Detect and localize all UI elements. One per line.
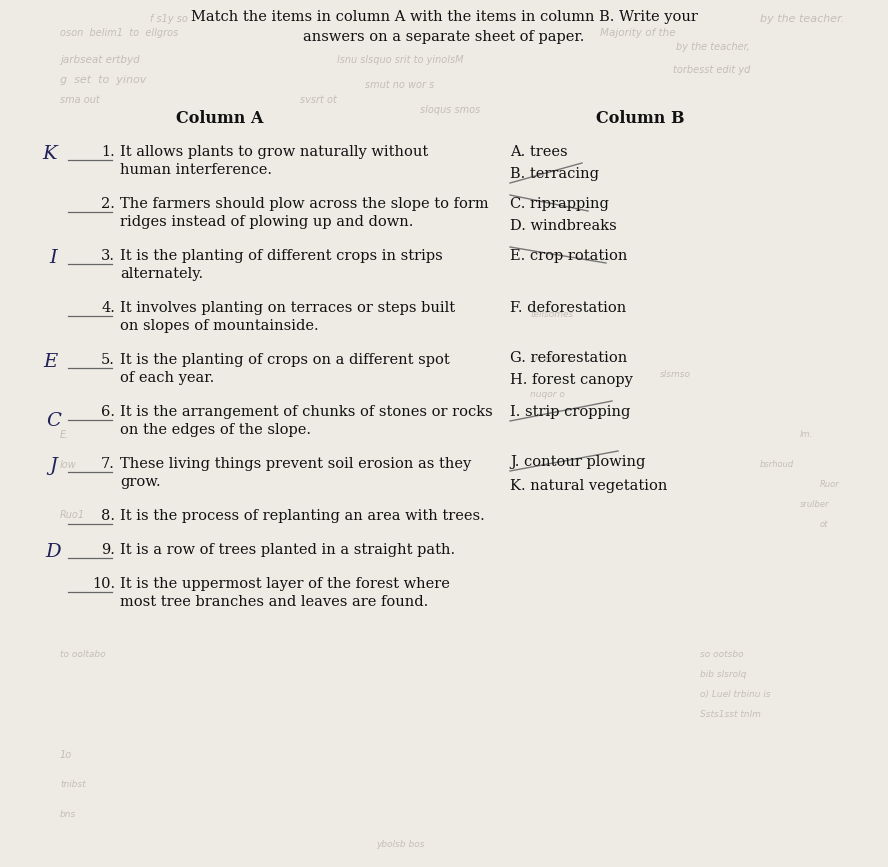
Text: It is a row of trees planted in a straight path.: It is a row of trees planted in a straig… <box>120 543 456 557</box>
Text: 3.: 3. <box>101 249 115 263</box>
Text: g  set  to  yinov: g set to yinov <box>60 75 147 85</box>
Text: 2.: 2. <box>101 197 115 211</box>
Text: G. reforestation: G. reforestation <box>510 351 627 365</box>
Text: 10.: 10. <box>91 577 115 591</box>
Text: C. riprapping: C. riprapping <box>510 197 609 211</box>
Text: J: J <box>50 457 58 475</box>
Text: srt rtbw s: srt rtbw s <box>530 355 573 364</box>
Text: 7.: 7. <box>101 457 115 471</box>
Text: A. trees: A. trees <box>510 145 567 159</box>
Text: smut no wor s: smut no wor s <box>365 80 434 90</box>
Text: Column B: Column B <box>596 110 685 127</box>
Text: sma out: sma out <box>60 95 99 105</box>
Text: It is the arrangement of chunks of stones or rocks: It is the arrangement of chunks of stone… <box>120 405 493 419</box>
Text: human interference.: human interference. <box>120 163 272 177</box>
Text: nuqor o: nuqor o <box>530 390 565 399</box>
Text: torbesst edit yd: torbesst edit yd <box>672 65 750 75</box>
Text: ridges instead of plowing up and down.: ridges instead of plowing up and down. <box>120 215 414 229</box>
Text: Ssts1sst tnlm: Ssts1sst tnlm <box>700 710 761 719</box>
Text: E: E <box>44 353 58 371</box>
Text: oson  belim1  to  ellgros: oson belim1 to ellgros <box>60 28 178 38</box>
Text: ybolsb bos: ybolsb bos <box>376 840 424 849</box>
Text: It is the planting of different crops in strips: It is the planting of different crops in… <box>120 249 443 263</box>
Text: 1.: 1. <box>101 145 115 159</box>
Text: 4.: 4. <box>101 301 115 315</box>
Text: tnibst: tnibst <box>60 780 86 789</box>
Text: E. crop rotation: E. crop rotation <box>510 249 628 263</box>
Text: o) Luel trbinu is: o) Luel trbinu is <box>700 690 771 699</box>
Text: 1o: 1o <box>60 750 72 760</box>
Text: Ruor: Ruor <box>820 480 840 489</box>
Text: Majority of the: Majority of the <box>600 28 676 38</box>
Text: It is the uppermost layer of the forest where: It is the uppermost layer of the forest … <box>120 577 450 591</box>
Text: so ootsbo: so ootsbo <box>700 650 743 659</box>
Text: by the teacher,: by the teacher, <box>676 42 750 52</box>
Text: 8.: 8. <box>101 509 115 523</box>
Text: to ooltabo: to ooltabo <box>60 650 106 659</box>
Text: C: C <box>46 412 61 430</box>
Text: bsrhoud: bsrhoud <box>760 460 794 469</box>
Text: The farmers should plow across the slope to form: The farmers should plow across the slope… <box>120 197 488 211</box>
Text: 5.: 5. <box>101 353 115 367</box>
Text: Match the items in column A with the items in column B. Write your: Match the items in column A with the ite… <box>191 10 697 24</box>
Text: It is the planting of crops on a different spot: It is the planting of crops on a differe… <box>120 353 449 367</box>
Text: I: I <box>50 249 58 267</box>
Text: f s1y so: f s1y so <box>150 14 188 24</box>
Text: svsrt ot: svsrt ot <box>300 95 337 105</box>
Text: B. terracing: B. terracing <box>510 167 599 181</box>
Text: tellsomes: tellsomes <box>530 310 574 319</box>
Text: sloqus smos: sloqus smos <box>420 105 480 115</box>
Text: of each year.: of each year. <box>120 371 214 385</box>
Text: by the teacher.: by the teacher. <box>760 14 844 24</box>
Text: D: D <box>46 543 61 561</box>
Text: low: low <box>60 460 76 470</box>
Text: H. forest canopy: H. forest canopy <box>510 373 633 387</box>
Text: These living things prevent soil erosion as they: These living things prevent soil erosion… <box>120 457 472 471</box>
Text: bns: bns <box>60 810 76 819</box>
Text: Ruo1: Ruo1 <box>60 510 85 520</box>
Text: Column A: Column A <box>176 110 264 127</box>
Text: answers on a separate sheet of paper.: answers on a separate sheet of paper. <box>304 30 584 44</box>
Text: alternately.: alternately. <box>120 267 203 281</box>
Text: grow.: grow. <box>120 475 161 489</box>
Text: D. windbreaks: D. windbreaks <box>510 219 617 233</box>
Text: ot: ot <box>820 520 829 529</box>
Text: on slopes of mountainside.: on slopes of mountainside. <box>120 319 319 333</box>
Text: most tree branches and leaves are found.: most tree branches and leaves are found. <box>120 595 428 609</box>
Text: lsnu slsquo srit to yinolsM: lsnu slsquo srit to yinolsM <box>337 55 464 65</box>
Text: I. strip cropping: I. strip cropping <box>510 405 630 419</box>
Text: It allows plants to grow naturally without: It allows plants to grow naturally witho… <box>120 145 428 159</box>
Text: jarbseat ertbyd: jarbseat ertbyd <box>60 55 139 65</box>
Text: J. contour plowing: J. contour plowing <box>510 455 646 469</box>
Text: slsmso: slsmso <box>660 370 691 379</box>
Text: lm.: lm. <box>800 430 813 439</box>
Text: 6.: 6. <box>101 405 115 419</box>
Text: K: K <box>42 145 57 163</box>
Text: It is the process of replanting an area with trees.: It is the process of replanting an area … <box>120 509 485 523</box>
Text: It involves planting on terraces or steps built: It involves planting on terraces or step… <box>120 301 456 315</box>
Text: srulber: srulber <box>800 500 829 509</box>
Text: 9.: 9. <box>101 543 115 557</box>
Text: F. deforestation: F. deforestation <box>510 301 626 315</box>
Text: bib slsrolq: bib slsrolq <box>700 670 747 679</box>
Text: K. natural vegetation: K. natural vegetation <box>510 479 668 493</box>
Text: E.: E. <box>60 430 69 440</box>
Text: on the edges of the slope.: on the edges of the slope. <box>120 423 311 437</box>
